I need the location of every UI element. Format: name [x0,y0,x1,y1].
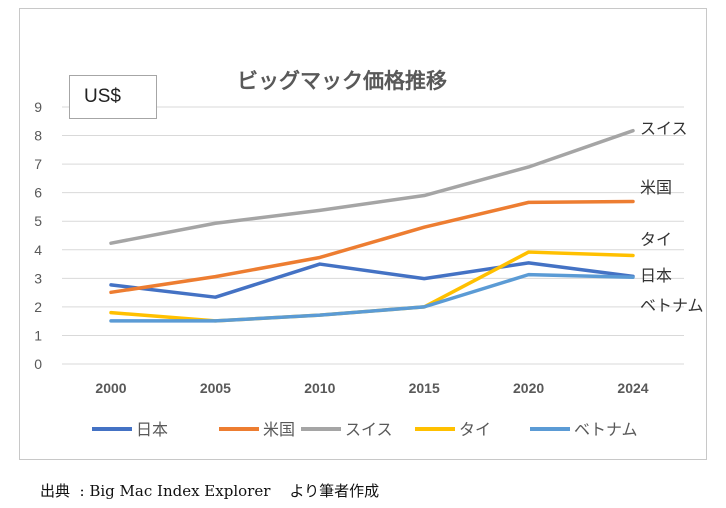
series-end-label-3: タイ [640,230,672,249]
series-end-label-1: 米国 [640,178,672,197]
series-lines [109,128,635,323]
legend-label-4: ベトナム [574,420,638,439]
y-tick-label-5: 5 [34,213,42,229]
y-tick-labels: 0 1 2 3 4 5 6 7 8 9 [34,99,42,372]
x-tick-label-2000: 2000 [95,380,126,396]
grid-lines [62,106,684,365]
series-end-label-0: 日本 [640,266,672,285]
y-tick-label-8: 8 [34,128,42,144]
series-line-2 [109,128,635,245]
legend-label-1: 米国 [263,420,295,439]
source-note: 出典 : Big Mac Index Explorer より筆者作成 [40,482,380,500]
x-tick-label-2020: 2020 [513,380,544,396]
x-tick-label-2005: 2005 [200,380,231,396]
legend-label-0: 日本 [136,420,168,439]
x-tick-labels: 2000 2005 2010 2015 2020 2024 [95,380,648,396]
legend-label-3: タイ [459,420,491,439]
y-tick-label-9: 9 [34,99,42,115]
y-tick-label-1: 1 [34,327,42,343]
series-line-1 [109,199,635,295]
series-line-4 [109,272,635,323]
unit-label: US$ [84,86,121,107]
legend-label-2: スイス [345,420,393,439]
legend: 日本 米国 スイス タイ ベトナム [92,420,638,439]
x-tick-label-2010: 2010 [304,380,335,396]
x-tick-label-2015: 2015 [409,380,440,396]
unit-label-box: US$ [69,75,157,119]
series-end-label-4: ベトナム [640,296,704,315]
y-tick-label-4: 4 [34,242,42,258]
y-tick-label-2: 2 [34,299,42,315]
chart-title: ビッグマック価格推移 [237,69,447,93]
y-tick-label-6: 6 [34,185,42,201]
series-line-0 [109,261,635,299]
y-tick-label-7: 7 [34,156,42,172]
y-tick-label-3: 3 [34,270,42,286]
series-end-label-2: スイス [640,119,688,138]
x-tick-label-2024: 2024 [617,380,648,396]
y-tick-label-0: 0 [34,356,42,372]
